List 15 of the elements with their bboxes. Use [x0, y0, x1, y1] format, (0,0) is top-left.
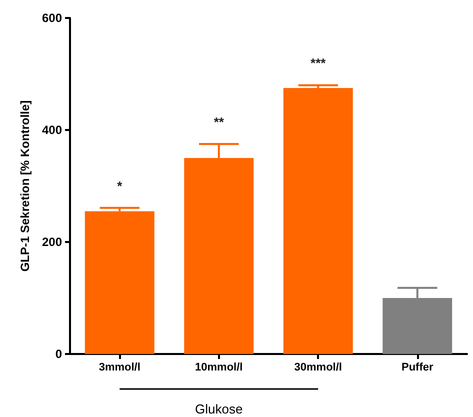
y-tick-label: 200 [42, 235, 62, 249]
annotation: ** [214, 114, 225, 130]
x-tick-label: 10mmol/l [195, 362, 243, 374]
bar [283, 88, 353, 354]
y-tick-label: 0 [55, 347, 62, 361]
annotation: *** [310, 56, 327, 71]
y-tick-label: 400 [42, 123, 62, 137]
y-tick-label: 600 [42, 11, 62, 25]
y-axis-title: GLP-1 Sekretion [% Kontrolle] [18, 100, 32, 272]
x-tick-label: Puffer [401, 362, 434, 374]
x-tick-label: 3mmol/l [98, 362, 140, 374]
x-tick-label: 30mmol/l [294, 362, 342, 374]
bar [84, 211, 154, 354]
x-axis-title: Glukose [195, 402, 243, 416]
annotation: * [117, 178, 124, 194]
